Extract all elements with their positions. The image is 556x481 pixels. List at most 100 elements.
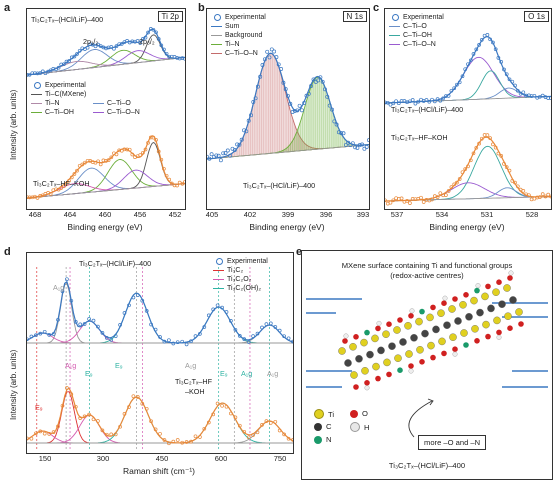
xps-n1s-svg bbox=[207, 47, 369, 163]
legend-ti3c2o2: Ti₃C₂O₂ bbox=[213, 275, 268, 284]
legend-c-ti-o: C–Ti–O bbox=[389, 22, 444, 31]
raman-top-point bbox=[149, 322, 153, 327]
ti2p-bottom-point bbox=[138, 153, 143, 157]
o-atom-icon bbox=[350, 409, 358, 418]
o-atom bbox=[353, 334, 359, 340]
raman-top-point bbox=[260, 325, 264, 330]
c-atom bbox=[399, 338, 407, 346]
raman-bottom-point bbox=[100, 428, 105, 433]
legend-dot-icon bbox=[34, 82, 41, 89]
o1s-tick: 528 bbox=[525, 210, 539, 219]
o-atom bbox=[496, 279, 502, 285]
ti2p-tag: Ti 2p bbox=[157, 11, 183, 22]
ti2p-bottom-point bbox=[64, 181, 69, 186]
o1s-bottom-point bbox=[446, 189, 451, 193]
raman-tick: 750 bbox=[273, 454, 287, 463]
raman-top-point bbox=[233, 327, 238, 332]
n1s-point bbox=[207, 154, 209, 159]
ti2p-top-point bbox=[109, 45, 114, 49]
raman-bottom-point bbox=[158, 431, 162, 436]
n1s-point bbox=[309, 84, 314, 88]
n1s-point bbox=[336, 130, 341, 135]
raman-top-point bbox=[273, 325, 278, 329]
raman-bottom-point bbox=[273, 419, 278, 424]
o1s-top-point bbox=[394, 99, 398, 104]
raman-top-point bbox=[291, 339, 293, 344]
atom-legend-o: O bbox=[350, 409, 368, 418]
ti2p-top-point bbox=[56, 65, 61, 70]
n1s-point bbox=[346, 140, 351, 145]
ti2p-tick: 464 bbox=[63, 210, 77, 219]
legend-c-ti-o-n: C–Ti–O–N bbox=[389, 40, 444, 49]
ti-atom bbox=[437, 309, 445, 318]
raman-tick: 300 bbox=[96, 454, 110, 463]
n1s-point bbox=[281, 80, 286, 85]
o-atom bbox=[441, 300, 447, 306]
n1s-point bbox=[339, 131, 344, 136]
raman-plot: Ti₃C₂Tₓ–(HCl/LiF)–400 Experimental Ti₃C₂… bbox=[26, 252, 294, 454]
ti2p-bottom-point bbox=[146, 140, 150, 145]
ti2p-top-point bbox=[85, 45, 90, 50]
raman-top-point bbox=[56, 317, 60, 322]
raman-bottom-point bbox=[180, 440, 185, 445]
raman-bottom-point bbox=[65, 386, 69, 390]
n1s-point bbox=[253, 96, 258, 101]
o-atom bbox=[364, 380, 370, 386]
raman-bottom-point bbox=[96, 419, 100, 423]
ti2p-top-point bbox=[156, 37, 161, 41]
ti2p-bottom-point bbox=[180, 181, 185, 186]
ti2p-top-point bbox=[125, 39, 129, 43]
ti2p-top-point bbox=[27, 72, 32, 77]
raman-top-point bbox=[127, 303, 131, 308]
o1s-bottom-sum bbox=[385, 136, 551, 202]
raman-bottom-point bbox=[153, 427, 158, 432]
o1s-top-point bbox=[452, 86, 457, 91]
panel-a-ylabel: Intensity (arb. units) bbox=[9, 89, 18, 160]
ti2p-bottom-point bbox=[27, 195, 29, 200]
o1s-bottom-point bbox=[421, 200, 426, 204]
panel-letter-c: c bbox=[373, 2, 380, 14]
raman-top-point bbox=[180, 339, 185, 344]
atom-legend-ti: Ti bbox=[314, 409, 334, 419]
legend-ti-n: Ti–N bbox=[211, 40, 266, 49]
n1s-sample-label: Ti₃C₂Tₓ–(HCl/LiF)–400 bbox=[243, 181, 316, 190]
ti-atom bbox=[415, 317, 423, 326]
raman-bottom-point bbox=[229, 411, 233, 416]
raman-bottom-point bbox=[47, 432, 52, 436]
raman-top-point bbox=[47, 333, 52, 337]
n1s-point bbox=[367, 138, 369, 143]
o1s-top-point bbox=[549, 96, 551, 101]
ti2p-top-label: Ti₃C₂Tₓ–(HCl/LiF)–400 bbox=[31, 15, 104, 24]
ti-atom bbox=[405, 350, 413, 358]
c-atom bbox=[410, 334, 418, 342]
o1s-tick: 534 bbox=[435, 210, 449, 219]
n1s-tick: 396 bbox=[319, 210, 333, 219]
n1s-point bbox=[288, 101, 293, 106]
n1s-point bbox=[330, 107, 334, 112]
raman-top-point bbox=[175, 340, 180, 345]
ti2p-bottom-point bbox=[130, 152, 135, 157]
o1s-bottom-point bbox=[510, 179, 515, 183]
ti2p-bottom-point bbox=[159, 157, 164, 162]
n1s-point bbox=[297, 103, 302, 108]
scheme-sample-label: Ti₃C₂Tₓ–(HCl/LiF)–400 bbox=[388, 461, 466, 470]
legend-c-ti-oh: C–Ti–OH bbox=[389, 31, 444, 40]
o-atom bbox=[408, 363, 414, 369]
raman-top-point bbox=[282, 334, 286, 339]
raman-top-point bbox=[171, 341, 176, 346]
n1s-point bbox=[353, 145, 358, 150]
legend-line-icon bbox=[211, 26, 222, 27]
n1s-point bbox=[306, 91, 311, 96]
o1s-bottom-point bbox=[538, 195, 542, 199]
ti2p-bottom-point bbox=[80, 162, 85, 167]
o1s-legend: Experimental C–Ti–O C–Ti–OH C–Ti–O–N bbox=[389, 13, 444, 49]
ti2p-top-point bbox=[33, 71, 37, 76]
raman-bottom-point bbox=[135, 395, 140, 399]
o1s-top-point bbox=[455, 82, 459, 87]
o1s-top-point bbox=[491, 40, 495, 45]
ti2p-bottom-point bbox=[117, 148, 122, 153]
n1s-point bbox=[225, 148, 230, 153]
ti-atom bbox=[416, 346, 424, 354]
o1s-bottom-point bbox=[385, 198, 387, 203]
scheme-caption-2: (redox-active centres) bbox=[390, 271, 464, 280]
